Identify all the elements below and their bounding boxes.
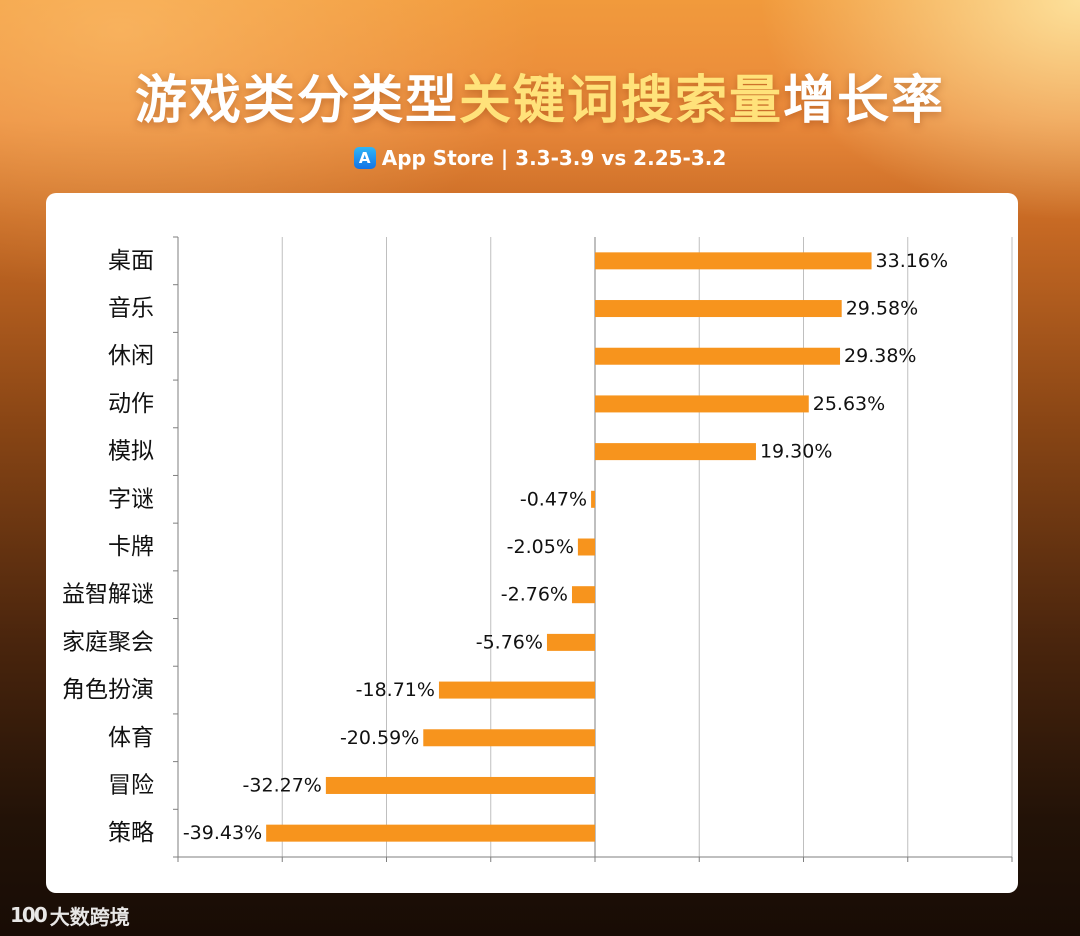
- category-label: 音乐: [108, 296, 154, 322]
- app-store-icon: A: [353, 147, 376, 169]
- title-part-1: 游戏类分类型: [134, 71, 459, 131]
- data-label: 29.58%: [846, 298, 918, 320]
- category-label: 体育: [108, 725, 154, 751]
- brand-name: 大数跨境: [49, 904, 130, 929]
- brand-logo: 100 大数跨境: [10, 900, 130, 930]
- data-label: 19.30%: [760, 441, 832, 463]
- data-label: 25.63%: [813, 393, 885, 415]
- data-label: -0.47%: [520, 488, 587, 510]
- data-label: -32.27%: [243, 774, 322, 796]
- bar: [577, 538, 595, 556]
- bar: [438, 681, 595, 699]
- bar: [595, 300, 842, 318]
- chart-card: 桌面 33.16% 音乐 29.58% 休闲 29.38% 动作 25.63% 模拟 19.30%…: [46, 193, 1018, 893]
- bar: [595, 443, 756, 461]
- category-label: 动作: [108, 391, 154, 417]
- category-label: 策略: [108, 820, 154, 846]
- category-label: 冒险: [108, 772, 154, 798]
- bar: [595, 252, 872, 270]
- category-label: 休闲: [108, 343, 154, 369]
- bar: [423, 729, 595, 747]
- title-part-3: 增长率: [783, 71, 946, 131]
- subtitle-text: App Store | 3.3-3.9 vs 2.25-3.2: [381, 146, 727, 170]
- category-label: 模拟: [108, 439, 154, 465]
- bar: [325, 776, 595, 794]
- category-label: 桌面: [108, 248, 154, 274]
- subtitle: A App Store | 3.3-3.9 vs 2.25-3.2: [0, 146, 1080, 170]
- data-label: -39.43%: [183, 822, 262, 844]
- data-label: -2.76%: [501, 584, 568, 606]
- category-label: 角色扮演: [62, 677, 154, 703]
- data-label: -2.05%: [507, 536, 574, 558]
- data-label: -5.76%: [476, 631, 543, 653]
- title-highlight: 关键词搜索量: [458, 71, 783, 131]
- data-label: 29.38%: [844, 345, 916, 367]
- category-label: 卡牌: [108, 534, 154, 560]
- bar: [591, 490, 595, 508]
- bar: [571, 586, 595, 604]
- brand-mark: 100: [10, 903, 48, 927]
- bar: [546, 633, 595, 651]
- bar-chart: 桌面 33.16% 音乐 29.58% 休闲 29.38% 动作 25.63% 模拟 19.30%…: [62, 236, 1013, 862]
- category-label: 家庭聚会: [62, 629, 154, 655]
- data-label: -20.59%: [340, 727, 419, 749]
- category-label: 字谜: [108, 486, 154, 512]
- bar: [595, 395, 809, 413]
- category-label: 益智解谜: [62, 582, 154, 608]
- data-label: 33.16%: [876, 250, 948, 272]
- page-title: 游戏类分类型关键词搜索量增长率: [0, 58, 1080, 133]
- data-label: -18.71%: [356, 679, 435, 701]
- bar: [595, 347, 841, 365]
- bar: [266, 824, 595, 842]
